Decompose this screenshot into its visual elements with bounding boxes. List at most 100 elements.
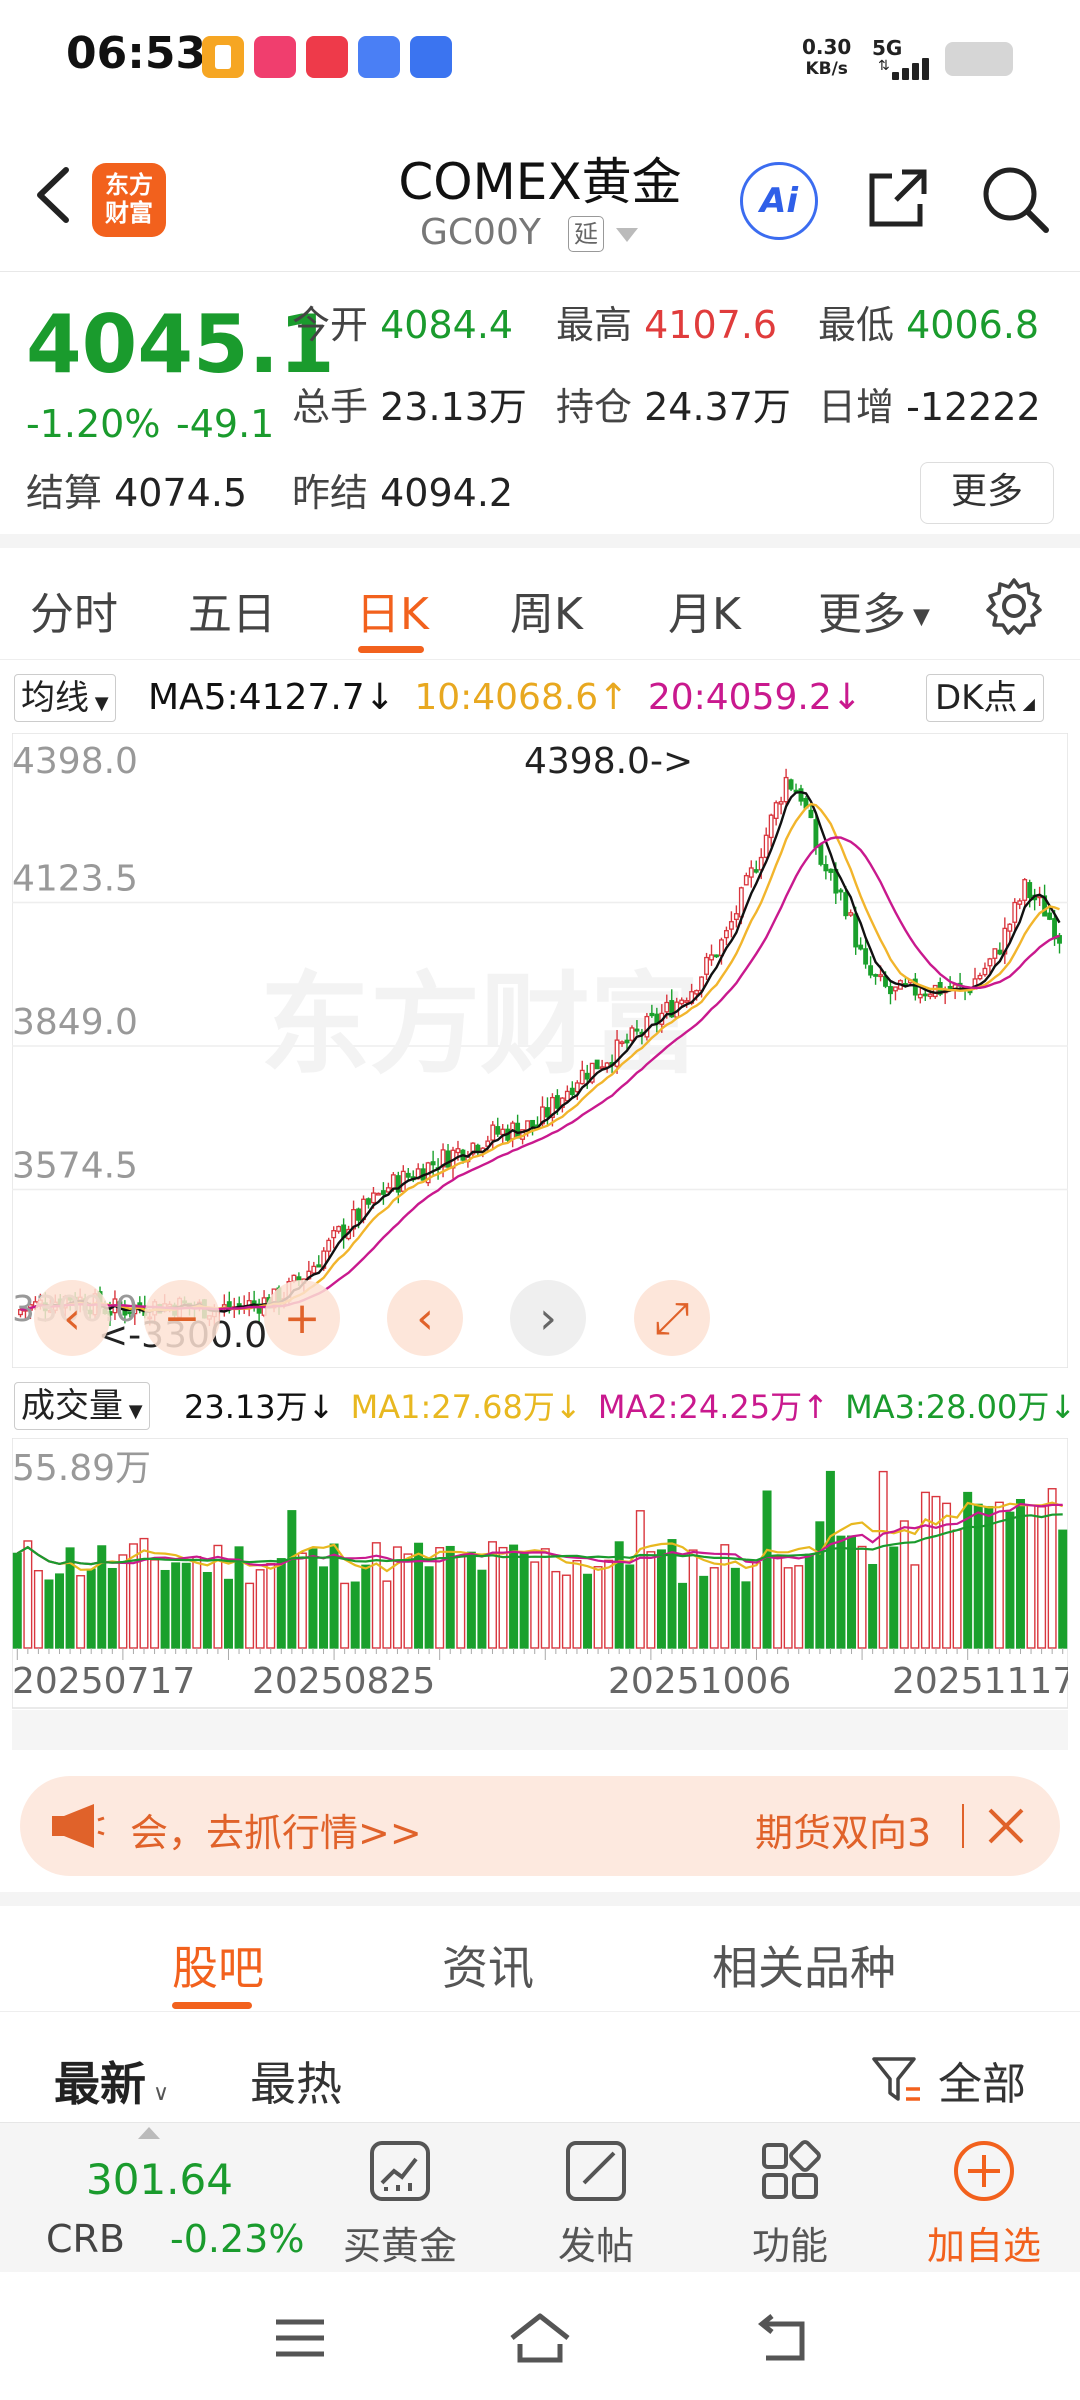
menu-icon[interactable] <box>272 2316 328 2360</box>
candle-body <box>395 1175 401 1193</box>
gear-icon[interactable] <box>984 576 1044 636</box>
close-icon[interactable] <box>978 1798 1034 1854</box>
candle-body <box>808 809 814 819</box>
chart-zoom-out-icon[interactable]: − <box>144 1280 220 1356</box>
volume-legend: 成交量 ▼ 23.13万↓ MA1:27.68万↓ MA2:24.25万↑ MA… <box>0 1378 1080 1434</box>
y-axis-label: 3574.5 <box>12 1146 138 1187</box>
tab-five-day[interactable]: 五日 <box>188 589 276 640</box>
volume-value: 23.13万 <box>380 385 527 429</box>
svg-text:−: − <box>164 1293 201 1344</box>
volume-bar <box>646 1551 656 1649</box>
dk-points-button[interactable]: DK点 ◢ <box>926 674 1044 722</box>
search-icon[interactable] <box>978 162 1050 234</box>
date-label: 20251117 <box>892 1661 1068 1702</box>
candle-body <box>679 999 685 1005</box>
chevron-down-icon[interactable] <box>614 226 640 244</box>
volume-bar <box>44 1579 54 1649</box>
candle-body <box>858 944 864 950</box>
ai-button[interactable]: Ai <box>740 162 818 240</box>
candle-body <box>828 868 834 873</box>
volume-bar <box>540 1548 550 1649</box>
high-value: 4107.6 <box>644 303 778 347</box>
open-value: 4084.4 <box>380 303 514 347</box>
candle-body <box>18 1309 23 1316</box>
tab-weekly-k[interactable]: 周K <box>510 589 583 640</box>
high-field: 最高 4107.6 <box>556 303 778 347</box>
open-field: 今开 4084.4 <box>292 303 514 347</box>
candle-body <box>927 993 933 997</box>
svg-text:‹: ‹ <box>416 1293 434 1344</box>
tab-related[interactable]: 相关品种 <box>712 1941 896 1995</box>
volume-bar <box>403 1553 413 1649</box>
volume-bar <box>572 1559 582 1649</box>
promo-banner[interactable]: 会，去抓行情>> 期货双向3 <box>20 1776 1060 1876</box>
back-button[interactable] <box>24 160 84 230</box>
candle-body <box>569 1087 575 1096</box>
candle-body <box>530 1119 535 1128</box>
chart-zoom-in-icon[interactable]: + <box>264 1280 340 1356</box>
volume-bar <box>424 1566 434 1649</box>
volume-bar <box>910 1564 920 1649</box>
tab-intraday[interactable]: 分时 <box>30 589 118 640</box>
svg-text:+: + <box>284 1293 321 1344</box>
volume-bar <box>561 1574 571 1649</box>
volume-chart[interactable]: 55.89万 20250717 20250825 20251006 20251117 <box>12 1438 1068 1750</box>
tab-news[interactable]: 资讯 <box>442 1941 534 1995</box>
tab-forum[interactable]: 股吧 <box>172 1941 264 1995</box>
low-value: 4006.8 <box>906 303 1040 347</box>
crb-change: -0.23% <box>170 2217 305 2261</box>
candle-body <box>748 867 754 878</box>
candlestick-chart[interactable]: 东方财富4398.04123.53849.03574.53300.04398.0… <box>12 733 1068 1368</box>
volume-bar <box>1037 1506 1047 1649</box>
chart-scroll-right-icon[interactable]: › <box>510 1280 586 1356</box>
volume-bar <box>868 1563 878 1649</box>
expand-icon[interactable]: ⤢ <box>634 1280 710 1356</box>
volume-bar <box>255 1569 265 1649</box>
volume-bar <box>498 1546 508 1649</box>
more-button[interactable]: 更多 <box>920 462 1054 524</box>
watermark: 东方财富 <box>260 961 700 1089</box>
filter-button[interactable]: 全部 <box>870 2048 1026 2112</box>
indicator-selector[interactable]: 均线 ▼ <box>14 674 116 722</box>
sort-latest[interactable]: 最新 ∨ <box>54 2057 170 2111</box>
candle-body <box>843 892 849 917</box>
volume-bar <box>709 1567 719 1649</box>
candle-body <box>127 1311 133 1315</box>
filter-icon <box>872 2057 920 2101</box>
candle-body <box>236 1303 242 1306</box>
functions-button[interactable]: 功能 <box>720 2139 860 2270</box>
add-watchlist-button[interactable]: 加自选 <box>914 2139 1054 2270</box>
home-icon[interactable] <box>506 2310 574 2366</box>
candle-body <box>763 834 769 858</box>
volume-bar <box>276 1558 286 1649</box>
volume-bar <box>635 1510 645 1649</box>
post-button[interactable]: 发帖 <box>526 2139 666 2270</box>
low-field: 最低 4006.8 <box>818 303 1040 347</box>
candle-body <box>982 967 988 976</box>
tab-daily-k[interactable]: 日K <box>356 589 429 640</box>
date-label: 20250825 <box>252 1661 435 1702</box>
share-icon[interactable] <box>862 162 934 234</box>
buy-gold-button[interactable]: 买黄金 <box>330 2139 470 2270</box>
sort-hot[interactable]: 最热 <box>250 2057 342 2111</box>
volume-bar <box>815 1521 825 1649</box>
tab-more[interactable]: 更多 ▼ <box>818 589 930 640</box>
prev-settle-field: 昨结 4094.2 <box>292 471 514 515</box>
ma5-arrow: ↓ <box>364 677 395 718</box>
volume-bar <box>604 1559 614 1649</box>
chart-scroll-left-icon[interactable]: ‹ <box>387 1280 463 1356</box>
back-nav-icon[interactable] <box>752 2312 812 2364</box>
volume-indicator-selector[interactable]: 成交量 ▼ <box>14 1382 150 1430</box>
volume-bar <box>435 1547 445 1649</box>
candle-body <box>997 949 1003 955</box>
candle-body <box>664 1001 670 1013</box>
crb-index[interactable]: 301.64 CRB -0.23% <box>30 2123 320 2273</box>
volume-bar <box>625 1564 635 1649</box>
candle-body <box>515 1122 521 1139</box>
open-interest-value: 24.37万 <box>644 385 791 429</box>
candle-body <box>430 1161 436 1166</box>
chart-prev-icon[interactable]: ‹ <box>34 1280 110 1356</box>
volume-bar <box>720 1544 730 1649</box>
shopping-notification-icon <box>254 36 296 78</box>
tab-monthly-k[interactable]: 月K <box>668 589 741 640</box>
